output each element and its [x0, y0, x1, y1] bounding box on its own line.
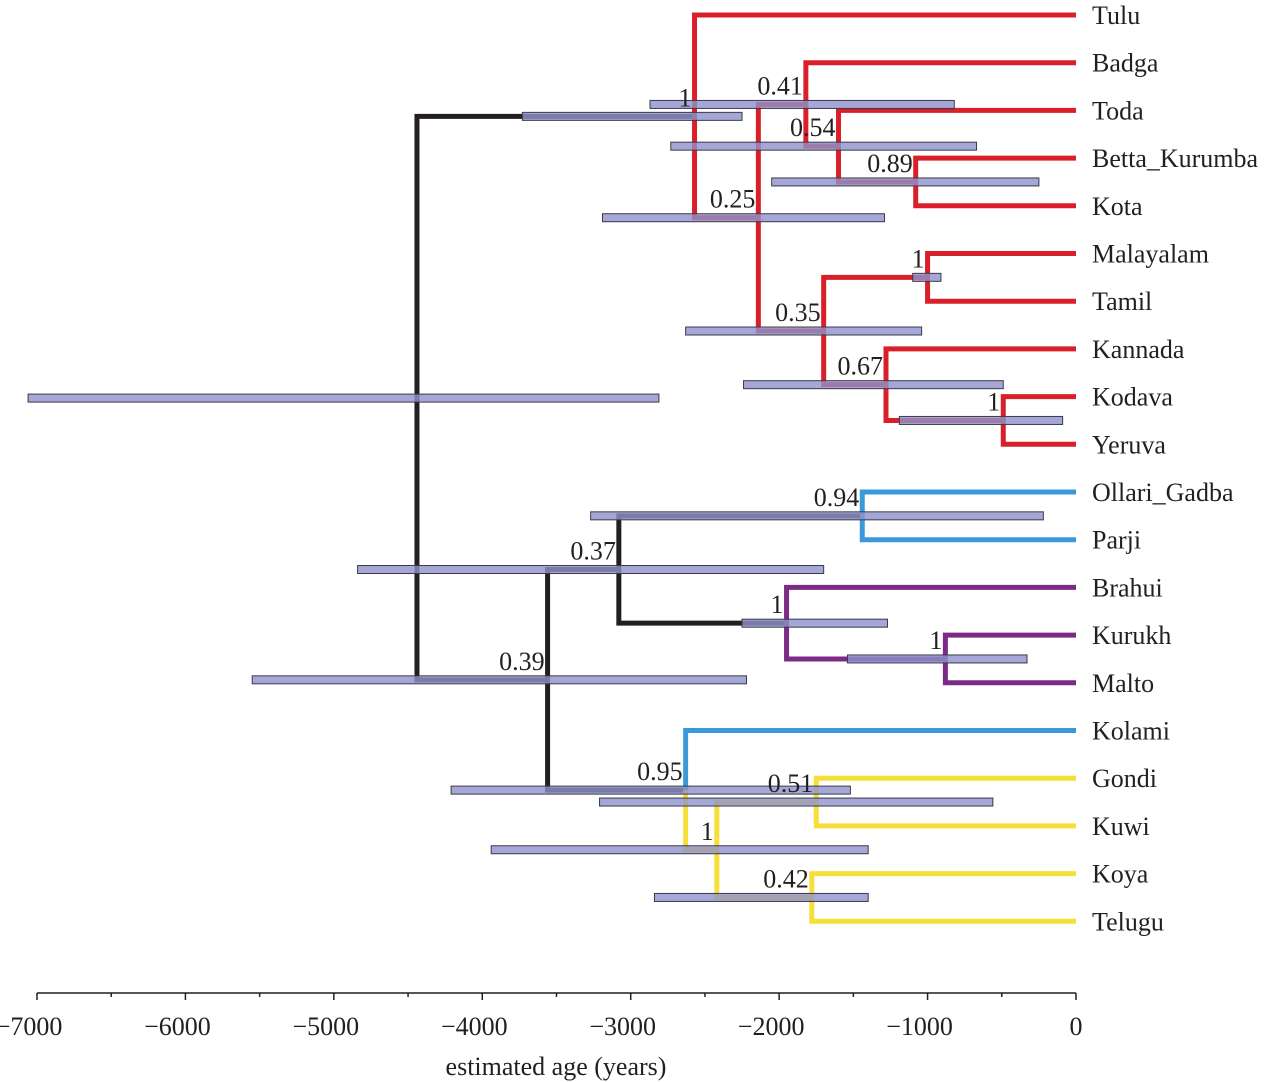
branch — [692, 12, 1076, 117]
age-interval-bar — [27, 393, 660, 403]
leaf-label: Kannada — [1092, 335, 1185, 364]
support-value: 0.35 — [775, 298, 821, 327]
support-value: 0.89 — [867, 149, 913, 178]
leaf-label: Kota — [1092, 192, 1143, 221]
branches — [414, 12, 1076, 924]
support-value: 0.94 — [814, 483, 860, 512]
leaf-label: Badga — [1092, 49, 1159, 78]
leaf-label: Kurukh — [1092, 621, 1171, 650]
age-interval-bar — [912, 272, 942, 282]
branch — [809, 897, 1076, 924]
branch — [616, 513, 863, 570]
age-interval-bar — [602, 213, 886, 223]
branch — [1000, 420, 1076, 447]
leaf-label: Tulu — [1092, 1, 1140, 30]
support-value: 0.25 — [710, 185, 756, 214]
branch — [925, 251, 1076, 278]
branch — [414, 113, 695, 399]
support-value: 0.41 — [757, 71, 803, 100]
age-interval-bar — [898, 415, 1064, 425]
branch — [821, 274, 928, 332]
support-value: 1 — [912, 244, 925, 273]
age-interval-bar — [357, 565, 825, 575]
leaf-label: Gondi — [1092, 764, 1157, 793]
labels: Tulu Badga Toda Betta_Kurumba Kota 0.89 0.54 0.… — [499, 1, 1258, 936]
support-value: 1 — [679, 83, 692, 112]
support-value: 1 — [771, 590, 784, 619]
branch — [913, 155, 1076, 182]
branch — [925, 277, 1076, 304]
branch — [942, 632, 1076, 659]
age-interval-bar — [685, 326, 923, 336]
branch — [683, 728, 1076, 791]
branch — [836, 107, 1076, 147]
support-value: 0.39 — [499, 647, 545, 676]
age-interval-bar — [521, 111, 743, 121]
leaf-label: Kodava — [1092, 383, 1173, 412]
axis-title: estimated age (years) — [446, 1052, 667, 1081]
support-value: 0.95 — [637, 757, 683, 786]
support-value: 0.67 — [838, 352, 884, 381]
age-interval-bars — [27, 99, 1064, 902]
branch — [883, 384, 1004, 423]
leaf-label: Tamil — [1092, 287, 1152, 316]
tick-label: −7000 — [0, 1012, 62, 1041]
support-value: 0.51 — [768, 769, 814, 798]
branch — [803, 60, 1076, 105]
support-value: 0.42 — [763, 864, 809, 893]
leaf-label: Yeruva — [1092, 430, 1166, 459]
leaf-label: Kuwi — [1092, 812, 1150, 841]
age-interval-bar — [599, 797, 994, 807]
x-axis: estimated age (years) −7000 −6000 −5000 −40… — [0, 992, 1083, 1081]
age-interval-bar — [670, 141, 978, 151]
age-interval-bar — [846, 654, 1028, 664]
branch — [809, 871, 1076, 898]
age-interval-bar — [251, 675, 747, 685]
support-value: 1 — [701, 817, 714, 846]
age-interval-bar — [771, 177, 1040, 187]
leaf-label: Kolami — [1092, 717, 1170, 746]
leaf-label: Telugu — [1092, 907, 1164, 936]
age-interval-bar — [590, 511, 1044, 521]
branch — [942, 658, 1076, 686]
branch — [813, 802, 1076, 829]
tick-label: −5000 — [293, 1012, 360, 1041]
leaf-label: Brahui — [1092, 573, 1163, 602]
tick-label: −6000 — [144, 1012, 211, 1041]
tick-label: −3000 — [589, 1012, 656, 1041]
branch — [784, 584, 1076, 624]
age-interval-bar — [741, 618, 888, 628]
leaf-label: Parji — [1092, 526, 1141, 555]
branch — [883, 346, 1076, 385]
support-value: 1 — [929, 626, 942, 655]
leaf-label: Ollari_Gadba — [1092, 478, 1234, 507]
branch — [1000, 394, 1076, 421]
branch — [784, 623, 946, 662]
age-interval-bar — [450, 785, 851, 795]
age-interval-bar — [649, 99, 955, 109]
tick-label: −4000 — [441, 1012, 508, 1041]
branch — [714, 799, 817, 850]
branch — [859, 515, 1076, 543]
support-value: 1 — [987, 387, 1000, 416]
leaf-label: Malayalam — [1092, 240, 1209, 269]
leaf-label: Toda — [1092, 96, 1144, 125]
branch — [616, 569, 787, 626]
branch — [414, 398, 548, 683]
support-value: 0.54 — [790, 113, 836, 142]
age-interval-bar — [653, 892, 869, 902]
leaf-label: Betta_Kurumba — [1092, 144, 1259, 173]
branch — [913, 181, 1076, 209]
tick-label: −1000 — [886, 1012, 953, 1041]
tick-label: −2000 — [738, 1012, 805, 1041]
age-interval-bar — [490, 845, 869, 855]
branch — [859, 489, 1076, 516]
tick-label: 0 — [1070, 1012, 1083, 1041]
leaf-label: Malto — [1092, 669, 1154, 698]
age-interval-bar — [743, 380, 1004, 390]
support-value: 0.37 — [570, 537, 616, 566]
leaf-label: Koya — [1092, 860, 1149, 889]
branch — [545, 567, 619, 680]
